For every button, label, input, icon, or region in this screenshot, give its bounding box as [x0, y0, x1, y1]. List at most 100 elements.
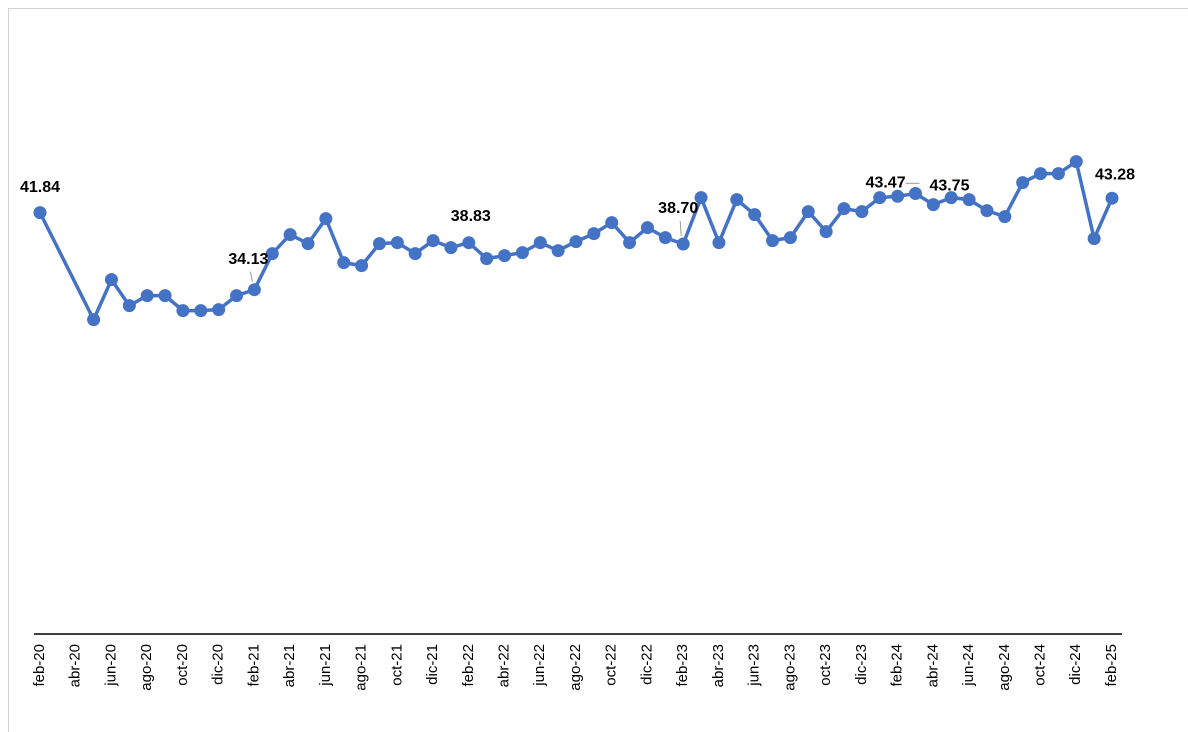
- point: [837, 202, 851, 216]
- gap-connector: [38, 211, 96, 321]
- data-label: 43.28: [1095, 166, 1135, 183]
- data-label: 38.83: [451, 208, 491, 225]
- point: [337, 256, 351, 270]
- point: [87, 313, 101, 327]
- point: [498, 249, 512, 263]
- point: [766, 234, 780, 248]
- x-tick-label: oct-20: [174, 644, 191, 686]
- point: [1051, 167, 1065, 181]
- point: [390, 236, 404, 250]
- point: [33, 206, 47, 220]
- x-tick-label: jun-23: [746, 644, 763, 687]
- point: [372, 237, 386, 251]
- data-label: 41.84: [20, 179, 60, 196]
- point: [515, 246, 529, 260]
- x-tick-label: feb-21: [245, 644, 262, 687]
- point: [908, 187, 922, 200]
- x-tick-label: feb-24: [889, 644, 906, 687]
- point: [623, 236, 637, 250]
- point: [640, 221, 654, 235]
- x-tick-label: dic-24: [1067, 644, 1084, 685]
- point: [230, 289, 244, 303]
- point: [998, 210, 1012, 224]
- leader-line: [249, 271, 253, 282]
- x-tick-label: ago-24: [996, 644, 1013, 691]
- point: [247, 283, 261, 297]
- x-tick-label: dic-23: [853, 644, 870, 685]
- x-tick-label: oct-21: [388, 644, 405, 686]
- x-tick-label: jun-21: [317, 644, 334, 687]
- x-tick-label: feb-22: [460, 644, 477, 687]
- data-label: 43.47: [866, 175, 906, 192]
- point: [944, 191, 958, 205]
- point: [426, 234, 440, 248]
- point: [819, 225, 833, 239]
- point: [730, 193, 744, 207]
- point: [1069, 155, 1083, 169]
- x-tick-label: oct-24: [1032, 644, 1049, 686]
- point: [1087, 232, 1101, 246]
- series-line: [92, 159, 1114, 321]
- point: [587, 227, 601, 241]
- leader-line: [679, 220, 682, 237]
- point: [569, 235, 583, 249]
- point: [158, 289, 172, 303]
- point: [962, 193, 976, 207]
- x-tick-label: abr-20: [67, 644, 84, 687]
- x-tick-label: ago-23: [781, 644, 798, 691]
- x-tick-label: abr-24: [924, 644, 941, 687]
- chart-frame: [8, 8, 1188, 732]
- data-label: 38.70: [658, 200, 698, 217]
- point: [605, 216, 619, 230]
- x-tick-label: dic-21: [424, 644, 441, 685]
- point: [855, 205, 869, 219]
- point: [801, 205, 815, 219]
- x-tick-label: jun-22: [531, 644, 548, 687]
- x-tick-label: dic-20: [210, 644, 227, 685]
- point: [1105, 191, 1119, 205]
- point: [891, 189, 905, 203]
- x-tick-label: oct-23: [817, 644, 834, 686]
- point: [480, 252, 494, 266]
- point: [194, 304, 208, 318]
- point: [533, 236, 547, 250]
- point: [462, 236, 476, 250]
- data-label: 34.13: [228, 251, 268, 268]
- point: [694, 191, 708, 205]
- point: [122, 299, 136, 313]
- point: [212, 303, 226, 317]
- x-tick-label: abr-23: [710, 644, 727, 687]
- point: [301, 237, 315, 251]
- point: [658, 231, 672, 245]
- x-tick-label: oct-22: [603, 644, 620, 686]
- point: [104, 273, 118, 287]
- point: [1016, 176, 1030, 190]
- point: [176, 304, 190, 318]
- point: [748, 208, 762, 222]
- data-label: 43.75: [929, 178, 969, 195]
- x-tick-label: ago-21: [353, 644, 370, 691]
- point: [783, 231, 797, 245]
- x-tick-label: jun-24: [960, 644, 977, 687]
- point: [712, 236, 726, 250]
- point: [1034, 167, 1048, 181]
- point: [408, 247, 422, 261]
- point: [980, 204, 994, 218]
- x-tick-label: feb-23: [674, 644, 691, 687]
- x-tick-label: ago-20: [138, 644, 155, 691]
- point: [283, 228, 297, 242]
- x-tick-label: feb-25: [1103, 644, 1120, 687]
- x-tick-label: jun-20: [102, 644, 119, 687]
- point: [140, 289, 154, 303]
- point: [676, 237, 690, 251]
- x-tick-label: feb-20: [31, 644, 48, 687]
- x-tick-label: dic-22: [638, 644, 655, 685]
- x-tick-label: abr-21: [281, 644, 298, 687]
- point: [355, 259, 369, 273]
- point: [319, 212, 333, 226]
- point: [926, 198, 940, 212]
- point: [444, 241, 458, 255]
- x-tick-label: abr-22: [496, 644, 513, 687]
